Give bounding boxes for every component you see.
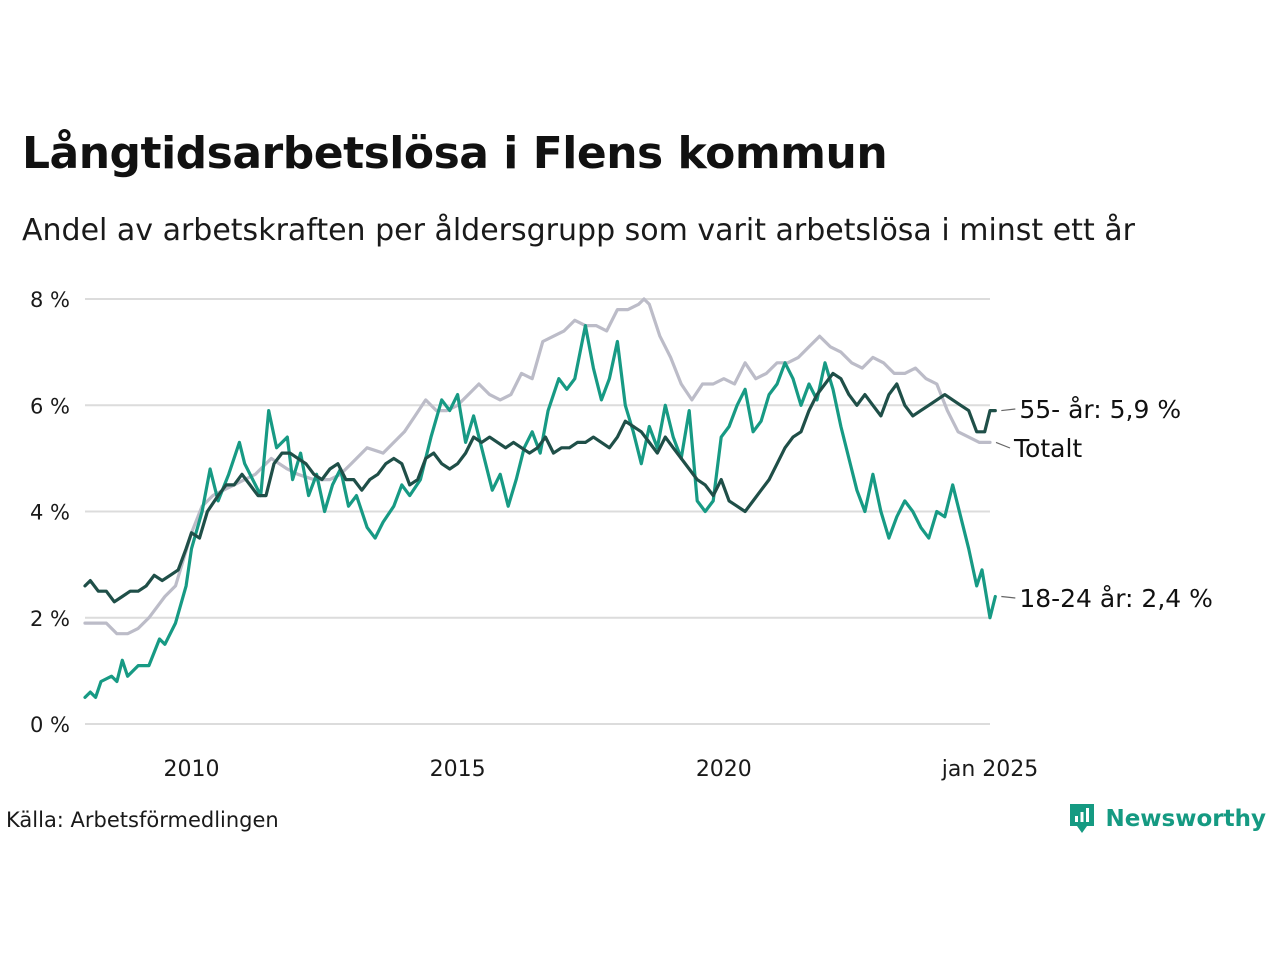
source-note: Källa: Arbetsförmedlingen (6, 808, 279, 832)
grid-lines (85, 298, 990, 725)
x-tick-label: jan 2025 (941, 757, 1039, 782)
y-tick-label: 8 % (30, 288, 70, 312)
y-tick-label: 0 % (30, 713, 70, 737)
series-label-connector (1001, 595, 1016, 599)
chart-subtitle: Andel av arbetskraften per åldersgrupp s… (22, 213, 1135, 248)
y-tick-label: 2 % (30, 607, 70, 631)
x-tick-label: 2020 (696, 757, 752, 782)
series-label: 18-24 år: 2,4 % (1019, 584, 1213, 613)
x-tick-label: 2015 (430, 757, 486, 782)
series-label: 55- år: 5,9 % (1019, 395, 1181, 424)
y-tick-label: 6 % (30, 394, 70, 418)
series-line-1 (83, 324, 997, 699)
series-line-0 (83, 297, 992, 636)
newsworthy-logo-icon (1070, 804, 1095, 833)
series-labels: Totalt 18-24 år: 2,4 % 55- år: 5,9 % (995, 395, 1213, 613)
brand-name: Newsworthy (1105, 806, 1266, 832)
series-line-2 (83, 371, 997, 604)
series-label: Totalt (1013, 434, 1082, 463)
y-axis-ticks: 0 % 2 % 4 % 6 % 8 % (30, 288, 70, 737)
x-axis-ticks: 2010 2015 2020 jan 2025 (163, 757, 1038, 782)
chart-title: Långtidsarbetslösa i Flens kommun (22, 128, 888, 179)
brand[interactable]: Newsworthy (1067, 802, 1266, 836)
series-lines (83, 297, 997, 699)
series-label-connector (1001, 408, 1016, 412)
y-tick-label: 4 % (30, 501, 70, 525)
series-label-connector (995, 441, 1011, 449)
line-chart: 0 % 2 % 4 % 6 % 8 % 2010 2015 2020 jan 2025 Tot… (30, 288, 1213, 782)
x-tick-label: 2010 (163, 757, 219, 782)
